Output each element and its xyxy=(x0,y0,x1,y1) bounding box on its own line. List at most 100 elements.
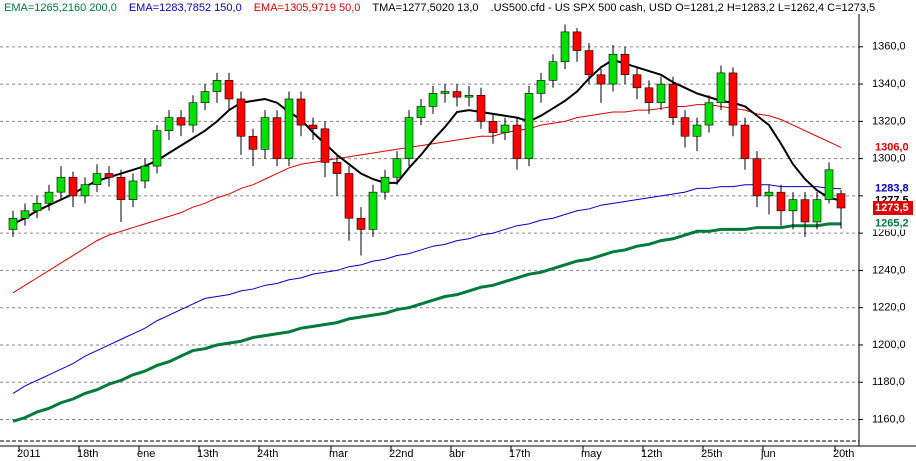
candle-body xyxy=(632,74,642,89)
x-tick-label: 17th xyxy=(509,448,530,460)
price-label-bg xyxy=(873,141,913,154)
candle-body xyxy=(320,128,330,163)
indicator-line xyxy=(12,222,841,423)
indicator-legend: EMA=1283,7852 150,0 xyxy=(129,2,242,14)
candle-body xyxy=(716,72,726,104)
y-tick-label: 1260,0 xyxy=(872,227,906,239)
candle-body xyxy=(692,124,702,137)
candle-body xyxy=(500,124,510,133)
x-tick-label: ene xyxy=(137,448,155,460)
candle-body xyxy=(608,53,618,85)
candle-body xyxy=(656,83,666,104)
candle-body xyxy=(272,117,282,159)
indicator-line xyxy=(12,58,842,225)
candle-body xyxy=(440,91,450,94)
candle-body xyxy=(596,74,606,85)
candle-body xyxy=(548,61,558,81)
indicator-legend: TMA=1277,5020 13,0 xyxy=(372,2,478,14)
candle-body xyxy=(428,93,438,107)
x-tick-label: 25th xyxy=(701,448,722,460)
chart-title: .US500.cfd - US SPX 500 cash, USD O=1281… xyxy=(491,2,876,14)
x-tick-label: 18th xyxy=(77,448,98,460)
indicator-legend: EMA=1305,9719 50,0 xyxy=(254,2,361,14)
candle-body xyxy=(800,199,810,223)
candle-body xyxy=(644,87,654,104)
candle-body xyxy=(260,117,270,150)
x-tick-label: abr xyxy=(449,448,465,460)
x-tick-label: 13th xyxy=(197,448,218,460)
candle-body xyxy=(236,98,246,137)
y-tick-label: 1160,0 xyxy=(872,413,905,425)
candle-body xyxy=(164,117,174,131)
price-label: 1283,8 xyxy=(875,183,909,195)
candle-body xyxy=(284,98,294,159)
y-tick-label: 1220,0 xyxy=(872,302,906,314)
y-tick-label: 1320,0 xyxy=(872,115,906,127)
price-label-bg xyxy=(873,182,913,195)
candle-body xyxy=(104,173,114,178)
candle-body xyxy=(728,72,738,126)
price-label: 1273,5 xyxy=(875,202,909,214)
x-tick-label: 22nd xyxy=(389,448,413,460)
candle-body xyxy=(248,135,258,150)
candle-body xyxy=(464,94,474,98)
candle-body xyxy=(536,80,546,94)
candle-body xyxy=(560,31,570,63)
y-tick-label: 1360,0 xyxy=(872,41,906,53)
candle-body xyxy=(572,31,582,51)
candle-body xyxy=(344,173,354,219)
candle-body xyxy=(368,191,378,230)
candle-body xyxy=(584,50,594,76)
candle-body xyxy=(8,217,18,230)
candle-body xyxy=(308,124,318,130)
candle-body xyxy=(620,53,630,76)
candle-body xyxy=(476,94,486,122)
candle-body xyxy=(740,124,750,159)
indicator-legend: EMA=1265,2160 200,0 xyxy=(4,2,117,14)
candle-body xyxy=(416,106,426,118)
candle-body xyxy=(56,176,66,193)
candle-body xyxy=(704,102,714,126)
candle-body xyxy=(68,176,78,197)
candle-body xyxy=(488,121,498,133)
candle-body xyxy=(356,217,366,230)
candle-body xyxy=(212,80,222,92)
candle-body xyxy=(812,199,822,223)
candle-body xyxy=(392,158,402,178)
y-tick-label: 1340,0 xyxy=(872,78,906,90)
candle-body xyxy=(788,199,798,212)
candle-body xyxy=(836,193,846,209)
x-tick-label: mar xyxy=(329,448,348,460)
candle-body xyxy=(188,102,198,126)
candle-body xyxy=(332,162,342,174)
x-tick-label: 20th xyxy=(833,448,854,460)
candle-body xyxy=(776,191,786,212)
candle-body xyxy=(92,173,102,186)
candle-body xyxy=(752,158,762,197)
y-tick-label: 1240,0 xyxy=(872,264,906,276)
y-tick-label: 1200,0 xyxy=(872,339,906,351)
candle-body xyxy=(200,91,210,104)
candle-body xyxy=(404,117,414,159)
candle-body xyxy=(116,176,126,200)
candle-body xyxy=(80,184,90,197)
y-tick-label: 1300,0 xyxy=(872,153,906,165)
candle-body xyxy=(32,203,42,212)
candle-body xyxy=(224,80,234,100)
price-label-box xyxy=(873,201,913,216)
indicator-line xyxy=(12,184,842,394)
x-tick-label: 2011 xyxy=(17,448,41,460)
indicator-line xyxy=(12,104,842,294)
price-label-bg xyxy=(873,217,913,230)
price-label: 1265,2 xyxy=(875,217,909,229)
candle-body xyxy=(380,176,390,193)
candle-body xyxy=(296,98,306,126)
candle-body xyxy=(824,169,834,200)
candle-body xyxy=(680,117,690,137)
candle-body xyxy=(524,93,534,159)
candle-body xyxy=(668,83,678,118)
candle-body xyxy=(512,124,522,159)
candle-body xyxy=(140,165,150,182)
